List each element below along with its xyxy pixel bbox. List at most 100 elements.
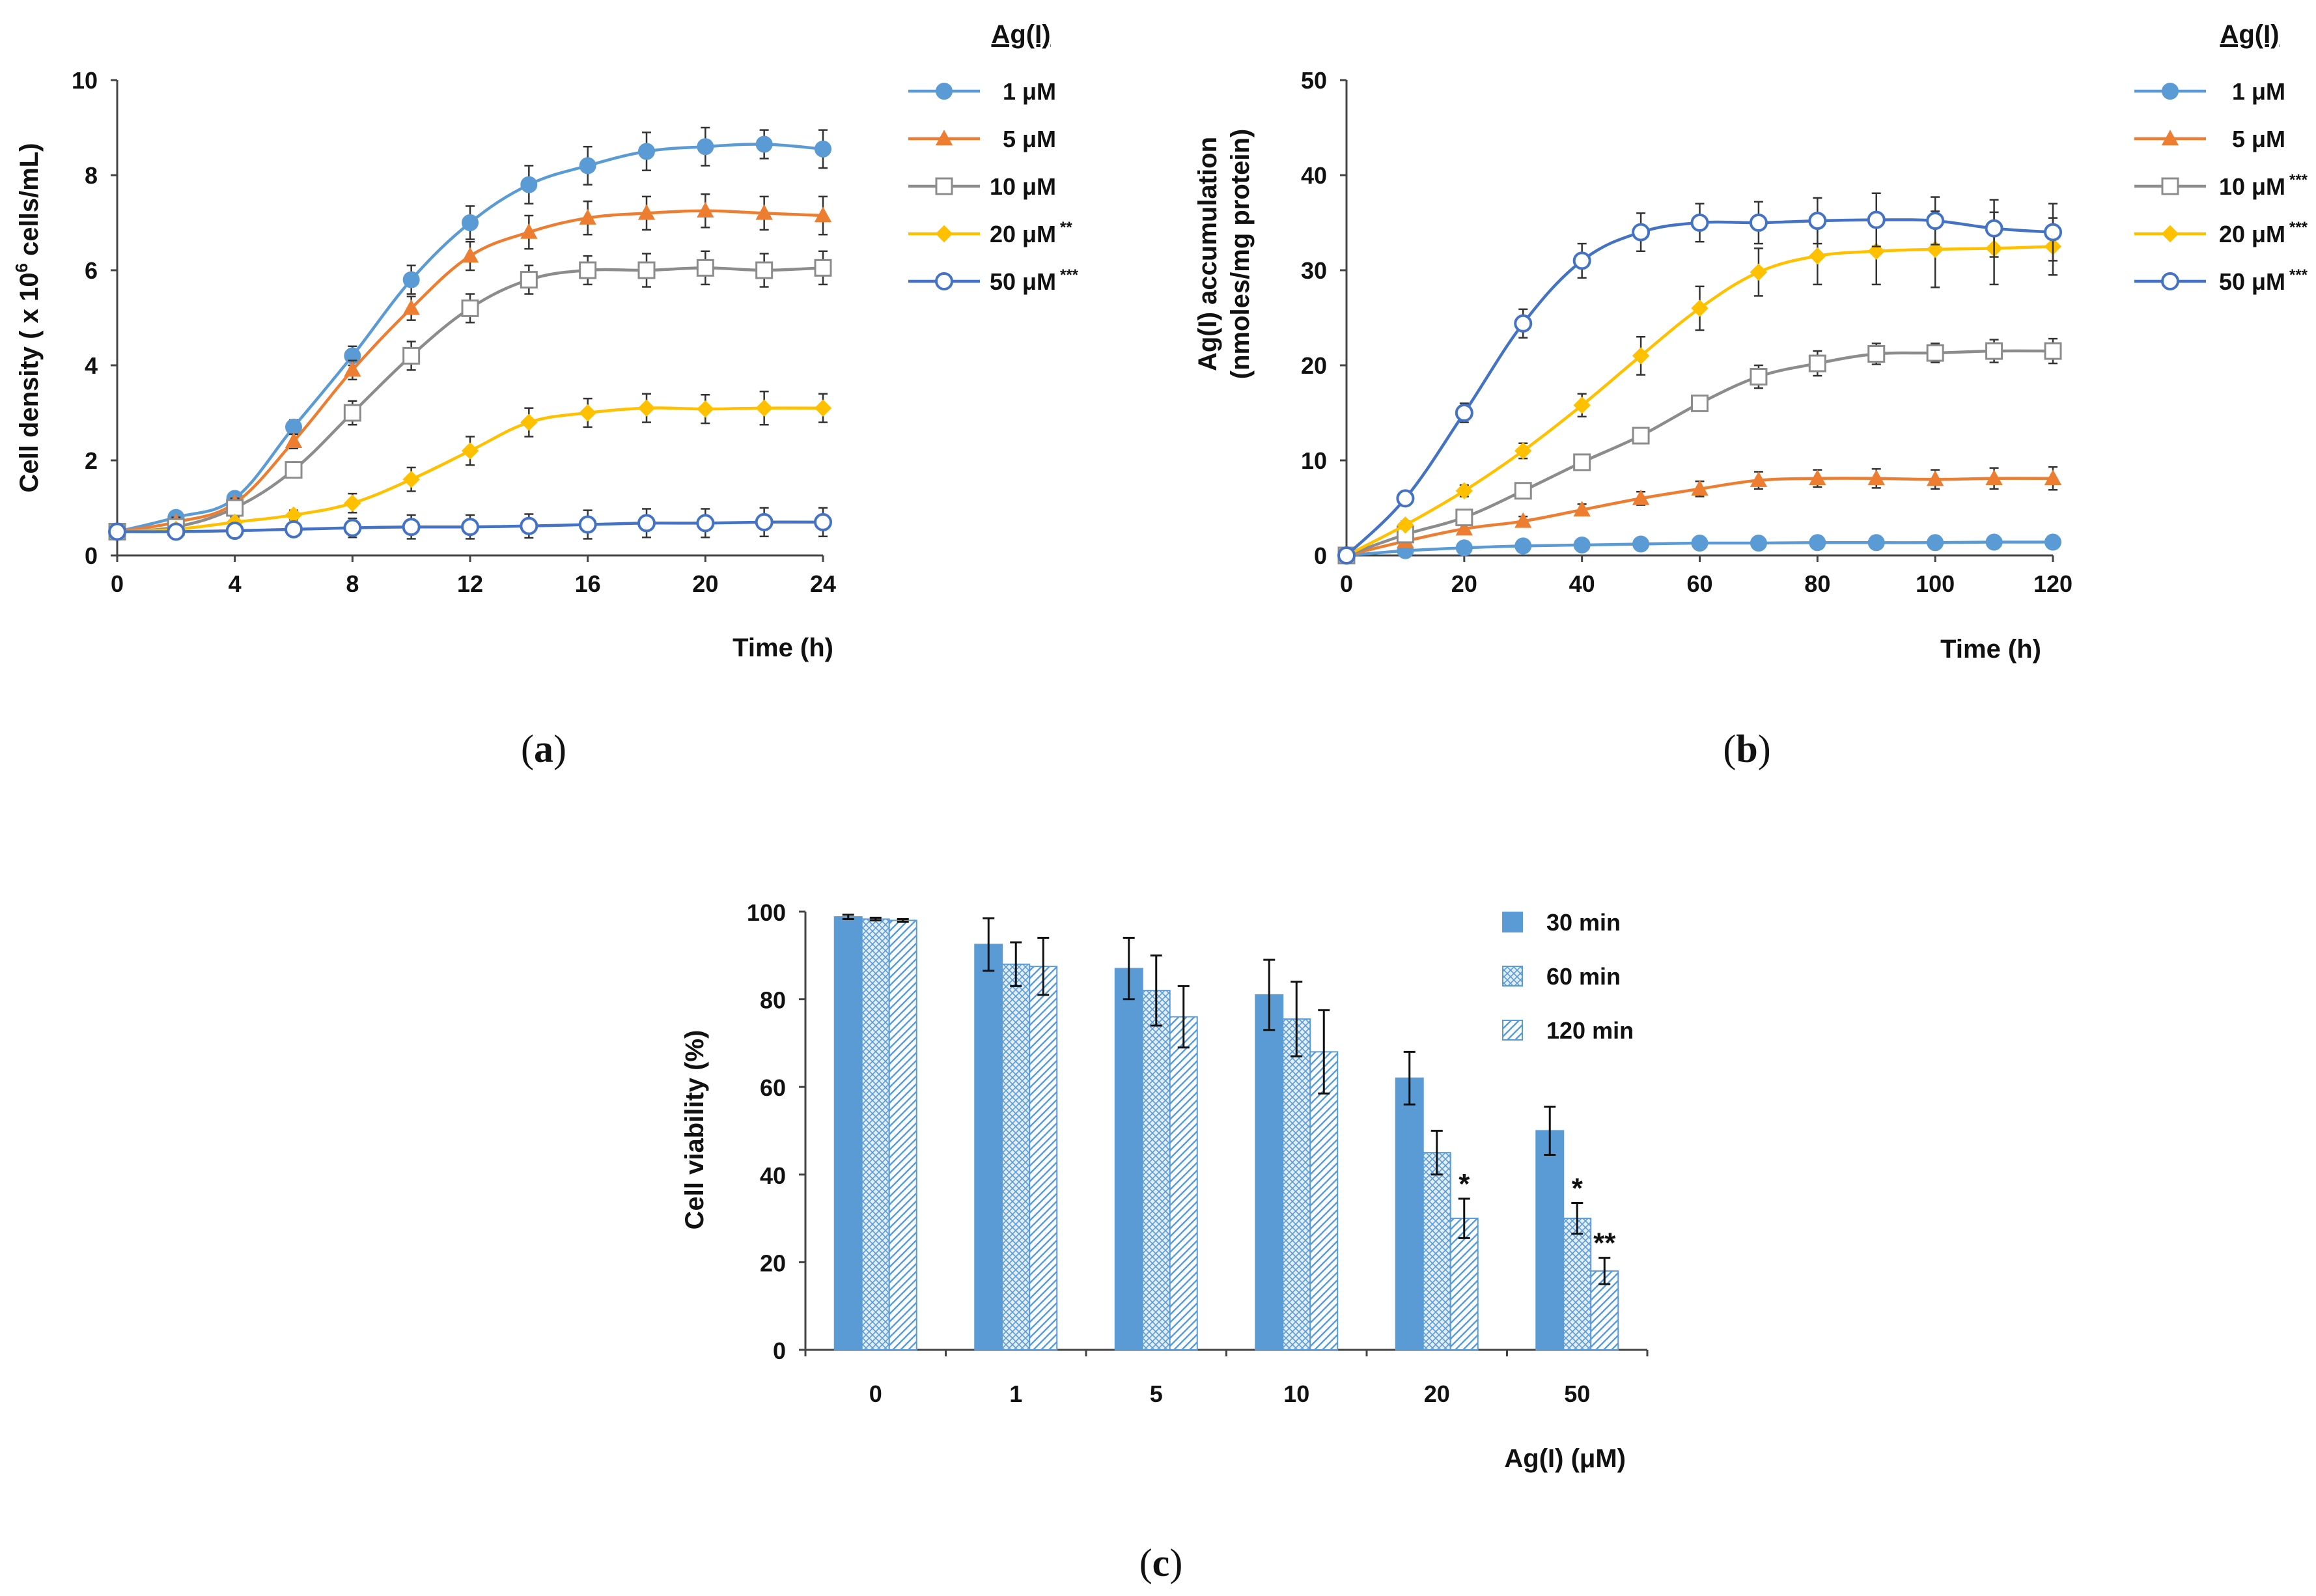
panel-a-legend-title: Ag(I) <box>991 20 1050 49</box>
data-point <box>1809 534 1826 552</box>
panel-b-label: (b) <box>1723 727 1770 770</box>
data-point <box>402 518 421 537</box>
legend-10-m-marker <box>2161 177 2179 195</box>
data-point <box>696 514 715 533</box>
panel-c-y-label: Cell viability (%) <box>680 1030 709 1230</box>
x-tick-label-0: 0 <box>1340 570 1353 597</box>
y-tick-label-40: 40 <box>760 1162 786 1189</box>
panel-b-y-label-line2: (nmoles/mg protein) <box>1226 129 1255 379</box>
data-point <box>755 261 774 279</box>
data-point <box>755 399 773 417</box>
bar-120-min-0 <box>888 919 917 1351</box>
x-tick-label-100: 100 <box>1916 570 1955 597</box>
data-point <box>815 140 831 158</box>
y-tick-label-6: 6 <box>85 257 98 284</box>
legend-50-m-label: 50 μM <box>2219 268 2285 295</box>
bar-60-min-10 <box>1282 1018 1311 1351</box>
data-point <box>402 471 420 488</box>
data-point <box>1926 212 1945 231</box>
legend-5-m-label: 5 μM <box>1003 126 1056 152</box>
data-point <box>2044 533 2061 551</box>
series-10-m-line <box>1346 349 2054 557</box>
data-point <box>1632 347 1650 365</box>
data-point <box>1397 516 1414 534</box>
legend-50-m-marker <box>2161 272 2179 290</box>
data-point <box>1985 533 2003 551</box>
data-point <box>1573 536 1591 553</box>
series-20-m <box>1337 210 2062 565</box>
x-tick-label-60: 60 <box>1686 570 1712 597</box>
data-point <box>520 223 538 239</box>
data-point <box>461 442 479 460</box>
legend-20-m-significance: ** <box>1060 219 1072 236</box>
series-5-m <box>1337 466 2062 563</box>
data-point <box>1809 247 1826 265</box>
panel-c-label: (c) <box>1139 1541 1183 1584</box>
data-point <box>1396 489 1415 508</box>
legend-10-m-label: 10 μM <box>2219 173 2285 200</box>
data-point <box>1750 535 1767 552</box>
data-point <box>1867 469 1885 485</box>
data-point <box>285 432 303 448</box>
data-point <box>579 261 597 279</box>
data-point <box>1749 214 1768 232</box>
legend-10-m-label: 10 μM <box>990 173 1056 200</box>
data-point <box>520 176 538 193</box>
x-tick-label-80: 80 <box>1804 570 1830 597</box>
data-point <box>1926 344 1944 362</box>
series-50-m <box>108 507 832 541</box>
data-point <box>1632 427 1650 445</box>
data-point <box>814 399 832 417</box>
x-tick-label-50: 50 <box>1564 1380 1590 1407</box>
legend-50-m-label: 50 μM <box>990 268 1056 295</box>
data-point <box>520 271 538 289</box>
bar-60-min-0 <box>861 918 890 1351</box>
y-tick-label-60: 60 <box>760 1074 786 1101</box>
data-point <box>1691 480 1709 496</box>
data-point <box>1750 471 1768 487</box>
bar-120-min-5 <box>1169 1016 1198 1351</box>
legend-120-min-label: 120 min <box>1546 1017 1634 1044</box>
data-point <box>579 208 596 225</box>
x-tick-label-20: 20 <box>692 570 718 597</box>
x-tick-label-4: 4 <box>229 570 242 597</box>
panel-a-y-label-sup: 6 <box>12 263 31 272</box>
data-point <box>1985 342 2003 360</box>
x-tick-label-120: 120 <box>2033 570 2072 597</box>
data-point <box>755 135 773 153</box>
y-tick-label-2: 2 <box>85 447 98 474</box>
data-point <box>1514 314 1533 333</box>
y-tick-label-100: 100 <box>747 899 786 926</box>
data-point <box>814 259 832 277</box>
legend-1-m-marker <box>2162 83 2179 100</box>
panel-b-x-label: Time (h) <box>1940 635 2041 664</box>
panel-b-line-chart: 0 20 40 60 80 100 120 0 10 20 30 40 50 Ag(I) accumul… <box>1193 20 2308 770</box>
y-tick-label-20: 20 <box>760 1250 786 1276</box>
panel-a-label: (a) <box>521 727 566 770</box>
data-point <box>1632 489 1650 505</box>
x-tick-label-5: 5 <box>1150 1380 1163 1407</box>
data-point <box>108 522 126 541</box>
x-tick-label-40: 40 <box>1569 570 1595 597</box>
data-point <box>1985 219 2003 238</box>
panel-a-x-label: Time (h) <box>732 634 833 662</box>
data-point <box>637 261 656 279</box>
data-point <box>697 400 714 418</box>
series-1-m <box>1338 533 2061 564</box>
data-point <box>344 361 361 377</box>
legend-5-m-marker <box>2161 130 2179 146</box>
legend-20-m-label: 20 μM <box>2219 221 2285 247</box>
data-point <box>579 157 596 175</box>
y-tick-label-8: 8 <box>85 162 98 189</box>
data-point <box>1867 210 1886 229</box>
bar-30-min-50 <box>1535 1130 1565 1351</box>
panel-b-letter: b <box>1736 727 1757 770</box>
data-point <box>755 512 774 531</box>
data-point <box>1632 223 1651 242</box>
data-point <box>1514 537 1532 555</box>
legend-10-m-marker <box>935 177 953 195</box>
data-point <box>1867 344 1886 363</box>
data-point <box>1691 300 1709 317</box>
legend-20-m-marker <box>935 225 953 243</box>
